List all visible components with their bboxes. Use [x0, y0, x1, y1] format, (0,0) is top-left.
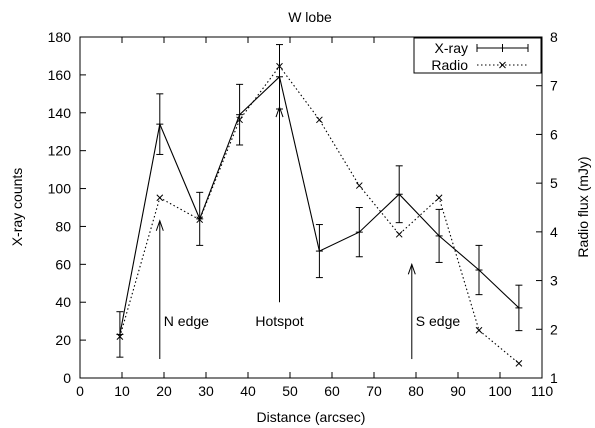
radio-point-stroke: [236, 116, 243, 124]
radio-point: [316, 116, 323, 124]
y-right-tick-label: 8: [550, 29, 558, 45]
y-right-tick-label: 7: [550, 78, 558, 94]
x-tick-label: 10: [114, 383, 130, 399]
x-tick-label: 40: [240, 383, 256, 399]
xray-series: [116, 44, 523, 358]
radio-point: [156, 194, 164, 202]
radio-point: [196, 216, 204, 224]
radio-point: [276, 62, 283, 70]
radio-series: [116, 62, 523, 367]
y-left-tick-label: 40: [55, 294, 71, 310]
y-left-tick-label: 100: [48, 181, 72, 197]
legend-item: X-ray: [435, 40, 529, 56]
annotation-hotspot: Hotspot: [255, 105, 304, 329]
y-axis-label-right: Radio flux (mJy): [575, 156, 591, 257]
y-left-tick-label: 180: [48, 29, 72, 45]
annotation-label: N edge: [164, 313, 209, 329]
y-right-tick-label: 4: [550, 224, 558, 240]
plot-frame: [79, 36, 543, 379]
annotation-label: Hotspot: [255, 313, 303, 329]
radio-point-stroke: [475, 326, 483, 334]
data-layer: [116, 44, 523, 367]
annotation-s-edge: S edge: [407, 262, 461, 360]
y-right-tick-label: 1: [550, 370, 558, 386]
radio-point-stroke: [395, 230, 403, 238]
y-left-tick-label: 60: [55, 256, 71, 272]
y-left-tick-label: 80: [55, 218, 71, 234]
radio-point-stroke: [316, 116, 323, 124]
y-right-tick-label: 6: [550, 126, 558, 142]
radio-point: [475, 326, 483, 334]
radio-point-stroke: [276, 62, 283, 70]
annotation-label: S edge: [416, 313, 461, 329]
y-left-tick-label: 0: [63, 370, 71, 386]
legend-item: Radio: [431, 57, 528, 73]
y-right-tick-label: 2: [550, 321, 558, 337]
x-tick-label: 60: [324, 383, 340, 399]
radio-point-stroke: [156, 194, 164, 202]
x-axis-label: Distance (arcsec): [257, 409, 366, 425]
x-tick-label: 90: [450, 383, 466, 399]
legend-marker: [499, 61, 506, 69]
radio-point: [395, 230, 403, 238]
x-tick-label: 110: [531, 383, 554, 399]
y-right-tick-label: 5: [550, 175, 558, 191]
x-tick-label: 80: [408, 383, 424, 399]
radio-point: [236, 116, 243, 124]
y-axis-label-left: X-ray counts: [9, 168, 25, 247]
annotation-layer: N edge Hotspot S edge: [155, 105, 461, 360]
y-left-tick-label: 20: [55, 332, 71, 348]
radio-point-stroke: [355, 182, 363, 189]
x-tick-label: 70: [366, 383, 382, 399]
annotation-arrow-head: [155, 219, 164, 231]
radio-point-stroke: [515, 360, 523, 367]
radio-point: [116, 333, 124, 340]
radio-point: [355, 182, 363, 189]
annotation-arrow-head: [275, 105, 284, 118]
y-left-tick-label: 140: [48, 105, 72, 121]
axes-layer: 0 10 20 30 40 50 60 70 80 90 100 110 0 20 40 60 80 100 120…: [48, 29, 558, 399]
radio-point: [435, 194, 443, 202]
y-left-tick-label: 120: [48, 143, 72, 159]
radio-point-stroke: [435, 194, 443, 202]
y-right-tick-label: 3: [550, 273, 558, 289]
xray-line: [119, 75, 520, 335]
x-tick-label: 100: [488, 383, 512, 399]
x-tick-label: 20: [156, 383, 172, 399]
y-left-tick-label: 160: [48, 67, 72, 83]
radio-point-stroke: [196, 216, 204, 224]
radio-point: [515, 360, 523, 367]
chart-title: W lobe: [288, 9, 332, 25]
x-tick-label: 0: [76, 383, 84, 399]
legend-box: [413, 37, 542, 74]
x-tick-label: 30: [198, 383, 214, 399]
radio-point-stroke: [116, 333, 124, 340]
legend-label: Radio: [431, 57, 468, 73]
x-tick-label: 50: [282, 383, 298, 399]
legend-label: X-ray: [435, 40, 468, 56]
annotation-arrow-head: [407, 262, 416, 275]
annotation-n-edge: N edge: [155, 219, 209, 360]
